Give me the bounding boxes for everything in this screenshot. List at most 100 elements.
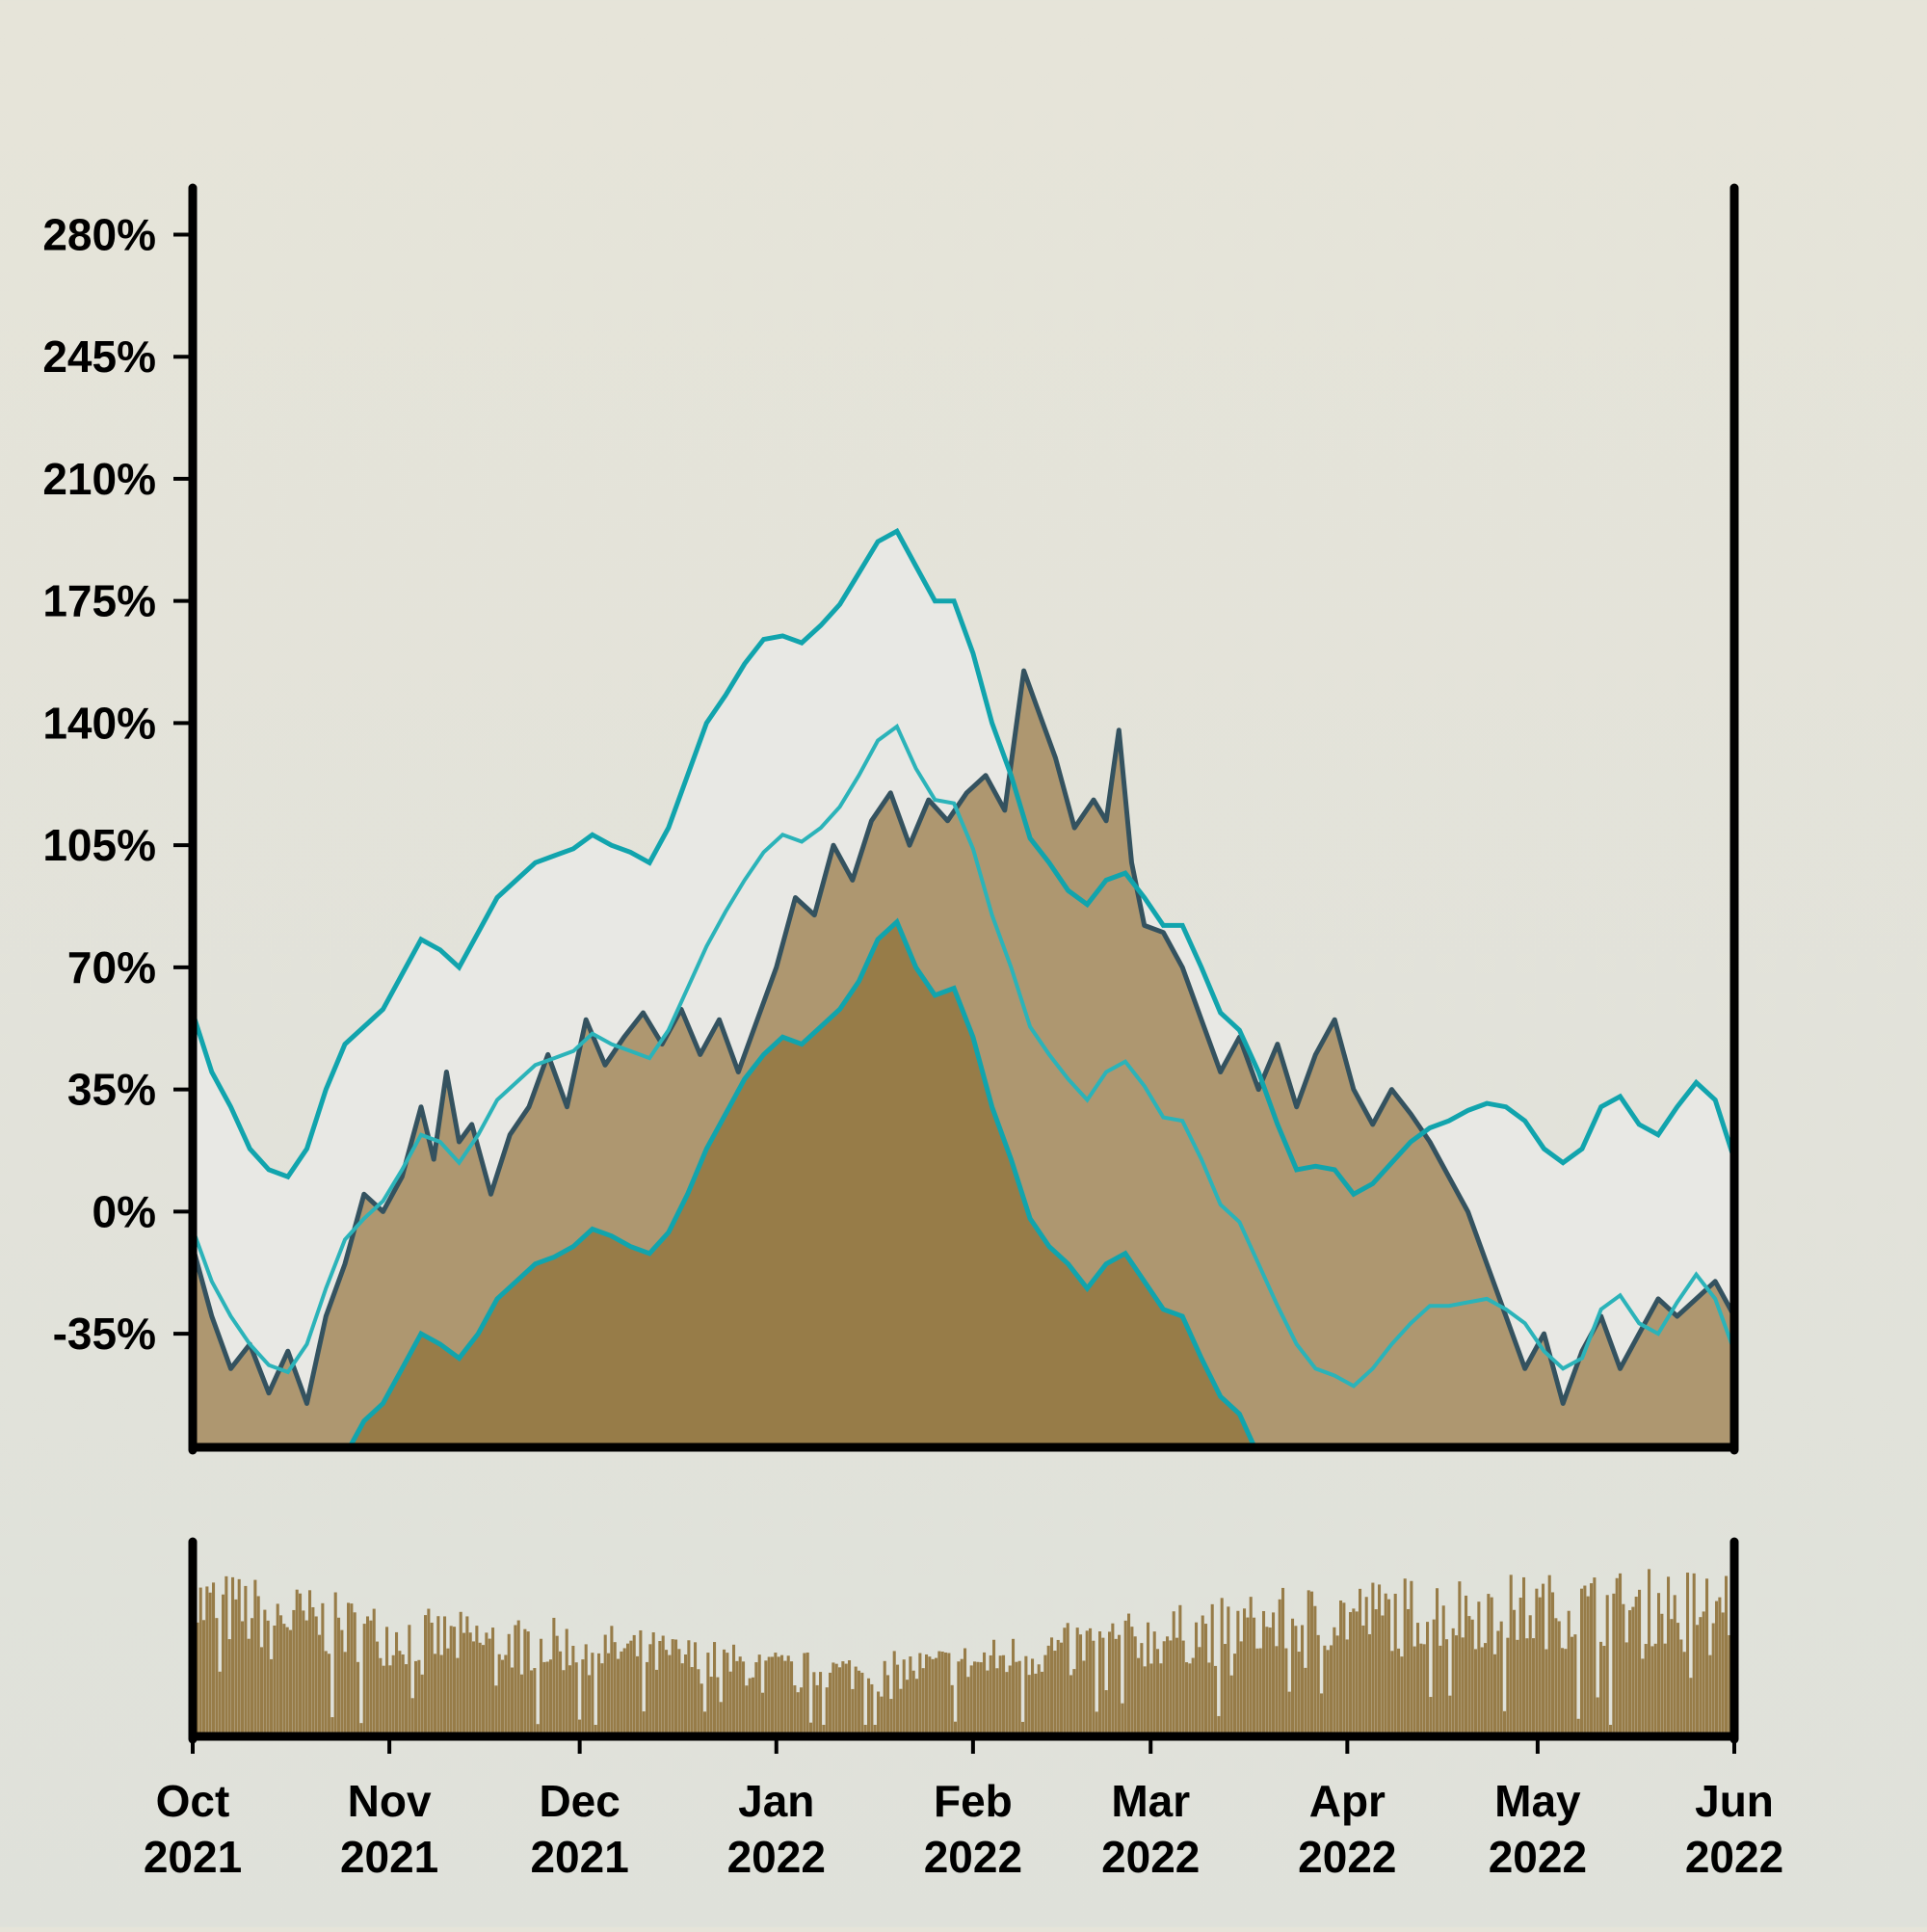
volume-bar bbox=[1696, 1625, 1700, 1734]
volume-bar bbox=[1345, 1639, 1349, 1734]
volume-bar bbox=[1702, 1611, 1705, 1734]
volume-bar bbox=[414, 1660, 418, 1734]
upper-band-line bbox=[193, 527, 1734, 1198]
volume-bar bbox=[1441, 1605, 1445, 1734]
volume-bar bbox=[1082, 1660, 1086, 1734]
volume-bar bbox=[353, 1612, 356, 1734]
volume-bar bbox=[668, 1654, 672, 1734]
volume-bar bbox=[1121, 1703, 1124, 1734]
volume-bar bbox=[1159, 1663, 1163, 1734]
volume-bar bbox=[1509, 1575, 1513, 1734]
volume-bar bbox=[1573, 1634, 1577, 1734]
volume-bar bbox=[738, 1656, 742, 1734]
volume-bar bbox=[960, 1658, 964, 1734]
volume-bar bbox=[408, 1625, 411, 1734]
volume-bar bbox=[1622, 1603, 1625, 1734]
volume-bar bbox=[1056, 1639, 1060, 1734]
volume-bar bbox=[1191, 1657, 1195, 1734]
volume-bar bbox=[504, 1654, 508, 1734]
volume-bar bbox=[896, 1664, 900, 1734]
volume-bar bbox=[1551, 1592, 1555, 1734]
volume-bar bbox=[1628, 1610, 1632, 1734]
volume-bar bbox=[1422, 1644, 1426, 1734]
volume-bar bbox=[1393, 1593, 1397, 1734]
volume-bar bbox=[1593, 1577, 1597, 1734]
volume-bar bbox=[790, 1661, 794, 1734]
volume-bar bbox=[1412, 1646, 1416, 1734]
volume-bar bbox=[1410, 1580, 1413, 1734]
volume-bar bbox=[1576, 1718, 1580, 1734]
volume-bar bbox=[1445, 1639, 1449, 1734]
volume-bar bbox=[726, 1653, 729, 1734]
volume-bar bbox=[700, 1683, 703, 1734]
volume-bar bbox=[1368, 1633, 1372, 1734]
volume-bar bbox=[940, 1652, 944, 1734]
volume-bar bbox=[482, 1645, 486, 1734]
volume-bar bbox=[858, 1670, 861, 1734]
volume-bar bbox=[1458, 1581, 1462, 1734]
volume-bar bbox=[863, 1725, 867, 1734]
x-tick-label-month: Apr bbox=[1309, 1776, 1386, 1826]
volume-bar bbox=[299, 1593, 303, 1734]
volume-bar bbox=[1381, 1615, 1385, 1734]
volume-bar bbox=[391, 1654, 395, 1734]
volume-bar bbox=[1725, 1575, 1729, 1734]
x-tick-label-month: Mar bbox=[1111, 1776, 1190, 1826]
volume-bar bbox=[1031, 1658, 1035, 1734]
volume-bar bbox=[646, 1661, 649, 1734]
volume-bar bbox=[1294, 1626, 1298, 1734]
volume-bar bbox=[1673, 1595, 1676, 1734]
volume-bar bbox=[918, 1653, 922, 1734]
volume-bar bbox=[1166, 1636, 1170, 1734]
volume-bar bbox=[832, 1662, 835, 1734]
volume-bar bbox=[478, 1642, 482, 1734]
volume-bar bbox=[1287, 1691, 1291, 1734]
volume-bar bbox=[420, 1674, 424, 1734]
volume-bar bbox=[1522, 1576, 1526, 1734]
volume-panel bbox=[188, 1537, 1739, 1744]
volume-bar bbox=[957, 1661, 961, 1734]
volume-bar bbox=[742, 1661, 746, 1734]
volume-bar bbox=[427, 1608, 431, 1734]
volume-bar bbox=[1583, 1585, 1587, 1734]
volume-bar bbox=[1284, 1648, 1288, 1734]
volume-bar bbox=[954, 1721, 958, 1734]
volume-bar bbox=[591, 1653, 594, 1734]
x-tick-label-year: 2022 bbox=[1298, 1832, 1396, 1882]
volume-bar bbox=[1262, 1610, 1266, 1734]
volume-bar bbox=[783, 1660, 787, 1734]
volume-bar bbox=[1426, 1622, 1430, 1734]
x-tick-label-year: 2022 bbox=[1489, 1832, 1587, 1882]
volume-bar bbox=[1378, 1584, 1382, 1734]
volume-bar bbox=[892, 1651, 896, 1734]
volume-bar bbox=[443, 1616, 447, 1734]
volume-bar bbox=[1002, 1654, 1006, 1734]
volume-bar bbox=[1185, 1662, 1189, 1734]
volume-bar bbox=[424, 1615, 428, 1734]
volume-bar bbox=[1255, 1648, 1259, 1734]
volume-bar bbox=[992, 1639, 996, 1734]
volume-bar bbox=[1326, 1650, 1330, 1734]
volume-bar bbox=[906, 1680, 910, 1734]
volume-bar bbox=[340, 1629, 344, 1734]
volume-bar bbox=[362, 1624, 366, 1734]
volume-bar bbox=[1281, 1587, 1285, 1734]
volume-bar bbox=[1118, 1634, 1122, 1734]
volume-bar bbox=[1323, 1645, 1327, 1734]
volume-bar bbox=[680, 1663, 684, 1734]
volume-bar bbox=[456, 1657, 460, 1734]
x-tick-label-month: Jan bbox=[738, 1776, 814, 1826]
volume-bar bbox=[1364, 1597, 1368, 1734]
volume-bar bbox=[253, 1579, 257, 1734]
volume-bar bbox=[1631, 1606, 1635, 1734]
volume-bar bbox=[1682, 1652, 1686, 1734]
volume-bar bbox=[1496, 1630, 1500, 1734]
volume-bar bbox=[1069, 1675, 1073, 1734]
volume-bar bbox=[1455, 1635, 1459, 1734]
volume-bar bbox=[1715, 1601, 1719, 1734]
volume-bar bbox=[1320, 1693, 1324, 1734]
volume-bar bbox=[1493, 1654, 1497, 1734]
volume-bar bbox=[915, 1679, 919, 1734]
volume-bar bbox=[995, 1668, 999, 1734]
